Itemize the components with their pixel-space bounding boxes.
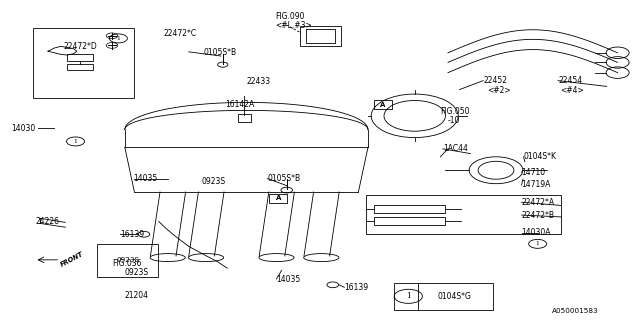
Text: 0105S*B: 0105S*B (204, 48, 237, 57)
Text: 1: 1 (116, 36, 120, 41)
Bar (67, 54, 93, 61)
Text: <#2>: <#2> (488, 86, 511, 95)
Bar (238, 114, 251, 122)
Text: 16139: 16139 (120, 230, 145, 239)
Text: 0104S*G: 0104S*G (438, 292, 471, 301)
Text: A050001583: A050001583 (552, 308, 598, 314)
Bar (394, 283, 493, 310)
Text: 0923S: 0923S (202, 177, 226, 186)
Bar (366, 195, 561, 234)
Bar (97, 244, 158, 277)
Text: 24226: 24226 (35, 217, 60, 226)
Bar (33, 28, 134, 98)
Text: 14030A: 14030A (522, 228, 551, 237)
Text: 21204: 21204 (125, 292, 149, 300)
Bar (67, 64, 93, 70)
Bar (306, 29, 335, 43)
Text: A: A (276, 196, 281, 201)
Text: 22472*C: 22472*C (163, 29, 196, 38)
Text: 22433: 22433 (246, 77, 271, 86)
Bar (269, 194, 287, 203)
Text: 22472*D: 22472*D (64, 42, 98, 51)
Text: FRONT: FRONT (60, 251, 84, 268)
Text: 22454: 22454 (558, 76, 582, 85)
Text: 14030: 14030 (12, 124, 36, 132)
Bar (374, 205, 445, 213)
Text: 22472*A: 22472*A (522, 198, 555, 207)
Bar (374, 100, 392, 109)
Text: A: A (380, 102, 385, 108)
Text: 14710: 14710 (522, 168, 546, 177)
Text: 1: 1 (536, 241, 540, 246)
Text: FIG.050: FIG.050 (440, 107, 470, 116)
Text: -10: -10 (448, 116, 460, 125)
Text: 0923S: 0923S (125, 268, 149, 277)
Text: 14035: 14035 (276, 275, 301, 284)
Text: 1: 1 (74, 139, 77, 144)
Text: <#L,#3>: <#L,#3> (275, 21, 312, 30)
Text: 14719A: 14719A (522, 180, 551, 189)
Text: 14035: 14035 (133, 174, 157, 183)
Text: <#4>: <#4> (560, 86, 584, 95)
Text: 22472*B: 22472*B (522, 211, 555, 220)
Text: 16142A: 16142A (225, 100, 255, 109)
Text: 1AC44: 1AC44 (443, 144, 468, 153)
Text: 16139: 16139 (344, 283, 369, 292)
Bar (300, 26, 341, 46)
Text: FIG.090: FIG.090 (275, 12, 305, 20)
Text: 22452: 22452 (483, 76, 507, 85)
Text: 0104S*K: 0104S*K (524, 152, 557, 161)
Text: FIG.036: FIG.036 (112, 259, 141, 268)
Text: 1: 1 (406, 292, 411, 300)
Text: 0105S*B: 0105S*B (268, 174, 301, 183)
Bar (374, 217, 445, 225)
Text: 0923S: 0923S (116, 258, 140, 263)
